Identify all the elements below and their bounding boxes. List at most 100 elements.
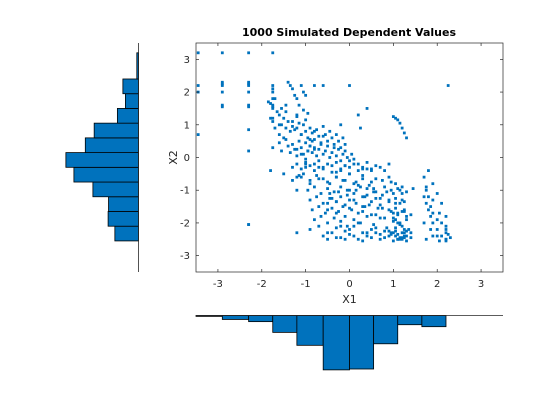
- scatter-point: [370, 200, 373, 204]
- x1-histogram-bar: [248, 315, 274, 323]
- scatter-point: [370, 167, 373, 171]
- scatter-point: [387, 175, 391, 179]
- scatter-point: [435, 218, 439, 222]
- scatter-point: [372, 190, 376, 194]
- scatter-point: [330, 136, 334, 140]
- scatter-point: [341, 205, 345, 208]
- scatter-point: [317, 159, 321, 163]
- scatter-point: [328, 182, 332, 186]
- scatter-point: [396, 237, 400, 241]
- scatter-point: [295, 147, 299, 151]
- scatter-point: [306, 136, 310, 140]
- scatter-point: [275, 110, 279, 114]
- scatter-point: [350, 152, 354, 156]
- scatter-point: [383, 169, 386, 172]
- scatter-point: [299, 152, 303, 156]
- scatter-point: [339, 123, 343, 127]
- scatter-point: [321, 165, 325, 169]
- x2-histogram-bar: [92, 181, 139, 198]
- scatter-point: [321, 201, 325, 205]
- scatter-point: [326, 208, 329, 212]
- scatter-point: [339, 185, 343, 189]
- scatter-point: [348, 165, 351, 169]
- scatter-point: [313, 129, 316, 133]
- scatter-point: [334, 236, 338, 240]
- scatter-point: [400, 236, 404, 240]
- scatter-point: [295, 231, 299, 235]
- x2-histogram-bar: [116, 108, 139, 124]
- scatter-point: [372, 187, 376, 190]
- x2-histogram-bar: [65, 152, 139, 168]
- scatter-point: [321, 134, 325, 138]
- scatter-point: [319, 214, 323, 218]
- scatter-point: [297, 174, 301, 177]
- scatter-point: [310, 131, 314, 135]
- scatter-point: [431, 221, 435, 225]
- scatter-point: [352, 157, 356, 161]
- scatter-point: [405, 136, 408, 140]
- scatter-point: [438, 211, 441, 215]
- scatter-point: [365, 193, 369, 197]
- scatter-point: [405, 229, 408, 233]
- scatter-point: [321, 125, 325, 128]
- scatter-point: [363, 205, 367, 208]
- scatter-point: [273, 126, 277, 130]
- scatter-point: [383, 236, 386, 240]
- scatter-point: [317, 147, 321, 151]
- scatter-point: [352, 218, 356, 222]
- scatter-point: [354, 201, 358, 205]
- scatter-point: [247, 51, 251, 55]
- scatter-point: [400, 126, 404, 130]
- scatter-point: [352, 192, 356, 195]
- scatter-point: [348, 228, 351, 231]
- scatter-point: [400, 231, 404, 235]
- scatter-point: [431, 198, 435, 202]
- scatter-point: [326, 144, 329, 148]
- scatter-point: [389, 180, 393, 184]
- scatter-point: [352, 198, 356, 202]
- scatter-point: [334, 200, 338, 204]
- scatter-point: [440, 221, 443, 225]
- scatter-point: [196, 84, 200, 87]
- scatter-point: [350, 208, 354, 212]
- scatter-point: [343, 229, 347, 233]
- scatter-point: [365, 234, 369, 238]
- scatter-point: [391, 211, 395, 215]
- x1-histogram-bars: [195, 315, 447, 371]
- scatter-point: [424, 201, 428, 205]
- scatter-point: [394, 229, 397, 233]
- scatter-point: [280, 107, 283, 110]
- scatter-point: [339, 167, 343, 171]
- y-tick-label: -1: [180, 186, 190, 197]
- scatter-point: [308, 126, 312, 130]
- scatter-point: [359, 126, 362, 130]
- scatter-point: [328, 129, 332, 133]
- scatter-point: [400, 198, 404, 202]
- scatter-point: [304, 118, 308, 122]
- scatter-point: [389, 210, 393, 213]
- scatter-point: [370, 169, 373, 172]
- scatter-point: [310, 139, 314, 143]
- scatter-point: [429, 228, 433, 231]
- scatter-point: [394, 182, 397, 186]
- scatter-point: [277, 123, 281, 127]
- scatter-point: [220, 90, 224, 94]
- x1-histogram-bar: [397, 315, 423, 326]
- scatter-point: [313, 147, 316, 151]
- scatter-point: [374, 226, 378, 230]
- scatter-point: [277, 133, 281, 136]
- scatter-point: [398, 121, 402, 125]
- scatter-point: [299, 167, 303, 171]
- scatter-point: [308, 179, 312, 182]
- scatter-point: [196, 51, 200, 55]
- scatter-point: [297, 139, 301, 143]
- scatter-point: [321, 234, 325, 238]
- scatter-point: [422, 175, 426, 179]
- x-axis: -3 -2 -1 0 1 2 3: [213, 43, 484, 290]
- scatter-point: [341, 136, 345, 140]
- scatter-point: [409, 213, 413, 217]
- scatter-point: [400, 192, 404, 195]
- scatter-point: [330, 164, 334, 168]
- scatter-point: [295, 162, 299, 166]
- scatter-point: [343, 237, 347, 241]
